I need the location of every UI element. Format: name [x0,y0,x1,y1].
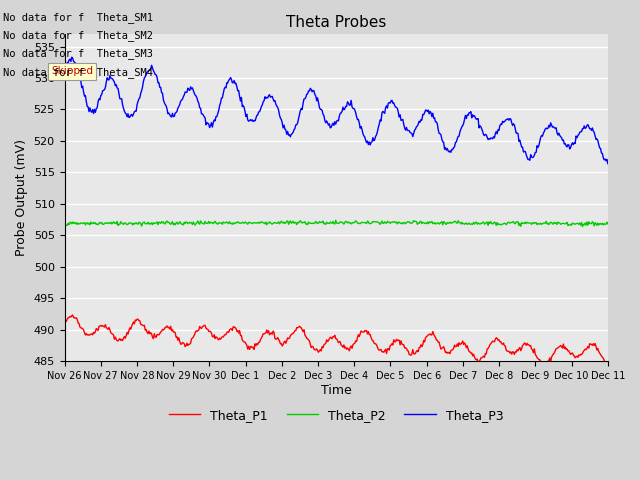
Theta_P1 [382,347,390,352]
Theta_P3 [604,161,612,167]
Theta_P2 [424,221,432,227]
Theta_P3 [470,113,478,119]
Theta_P1 [201,323,209,328]
Theta_P3 [157,90,165,96]
Theta_P1 [61,322,68,327]
Theta_P3 [61,65,68,71]
Legend: Theta_P1, Theta_P2, Theta_P3: Theta_P1, Theta_P2, Theta_P3 [164,404,508,427]
Theta_P1 [470,354,478,360]
X-axis label: Time: Time [321,384,351,396]
Text: No data for f  Theta_SM3: No data for f Theta_SM3 [3,48,153,60]
Theta_P3 [201,115,209,121]
Text: Skipped: Skipped [51,66,93,76]
Theta_P3 [68,54,76,60]
Line: Theta_P3: Theta_P3 [65,57,608,164]
Theta_P2 [200,221,208,227]
Theta_P2 [332,217,340,223]
Theta_P1 [424,332,432,338]
Theta_P2 [382,220,390,226]
Title: Theta Probes: Theta Probes [286,15,387,30]
Theta_P1 [69,312,77,318]
Theta_P2 [579,224,586,229]
Theta_P1 [307,345,315,350]
Theta_P2 [307,220,314,226]
Theta_P3 [307,87,315,93]
Text: No data for f  Theta_SM1: No data for f Theta_SM1 [3,12,153,23]
Theta_P2 [604,221,612,227]
Theta_P2 [61,221,68,227]
Theta_P3 [424,107,432,113]
Line: Theta_P2: Theta_P2 [65,220,608,227]
Theta_P2 [157,220,164,226]
Theta_P2 [470,221,478,227]
Y-axis label: Probe Output (mV): Probe Output (mV) [15,139,28,256]
Theta_P1 [604,362,612,368]
Text: No data for f  Theta_SM2: No data for f Theta_SM2 [3,30,153,41]
Line: Theta_P1: Theta_P1 [65,315,608,365]
Theta_P1 [157,328,165,334]
Theta_P1 [603,362,611,368]
Text: No data for f  Theta_SM4: No data for f Theta_SM4 [3,67,153,78]
Theta_P3 [382,105,390,111]
